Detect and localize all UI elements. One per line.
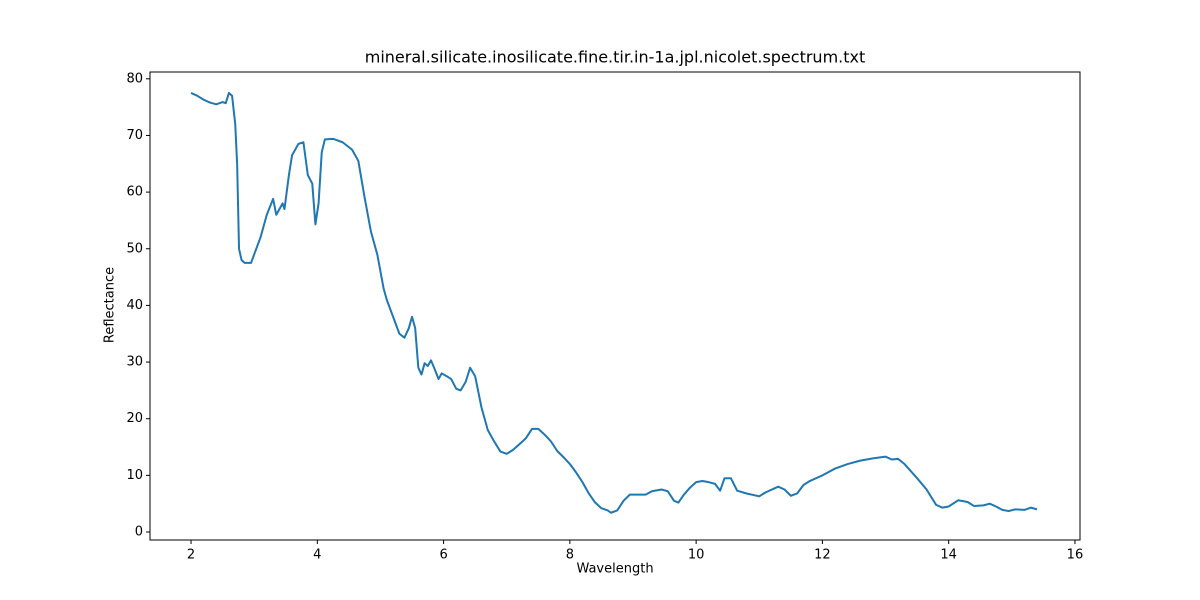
y-tick-label: 50	[126, 241, 143, 256]
x-tick-label: 2	[187, 548, 195, 563]
x-tick-label: 6	[439, 548, 447, 563]
y-tick-label: 20	[126, 411, 143, 426]
y-tick-label: 30	[126, 355, 143, 370]
plot-frame	[149, 71, 1081, 541]
x-tick-label: 16	[1067, 548, 1084, 563]
x-tick-label: 4	[313, 548, 321, 563]
x-axis-label: Wavelength	[576, 562, 653, 577]
x-tick-label: 14	[940, 548, 957, 563]
y-tick-label: 60	[126, 185, 143, 200]
x-tick-label: 10	[688, 548, 705, 563]
x-tick-label: 8	[566, 548, 574, 563]
y-tick-label: 40	[126, 298, 143, 313]
chart-title: mineral.silicate.inosilicate.fine.tir.in…	[365, 48, 866, 67]
spectrum-line	[190, 91, 1038, 514]
y-tick-label: 70	[126, 128, 143, 143]
y-tick-label: 0	[135, 525, 143, 540]
y-tick-label: 10	[126, 468, 143, 483]
x-tick-label: 12	[814, 548, 831, 563]
y-tick-label: 80	[126, 71, 143, 86]
y-axis-label: Reflectance	[103, 267, 118, 343]
